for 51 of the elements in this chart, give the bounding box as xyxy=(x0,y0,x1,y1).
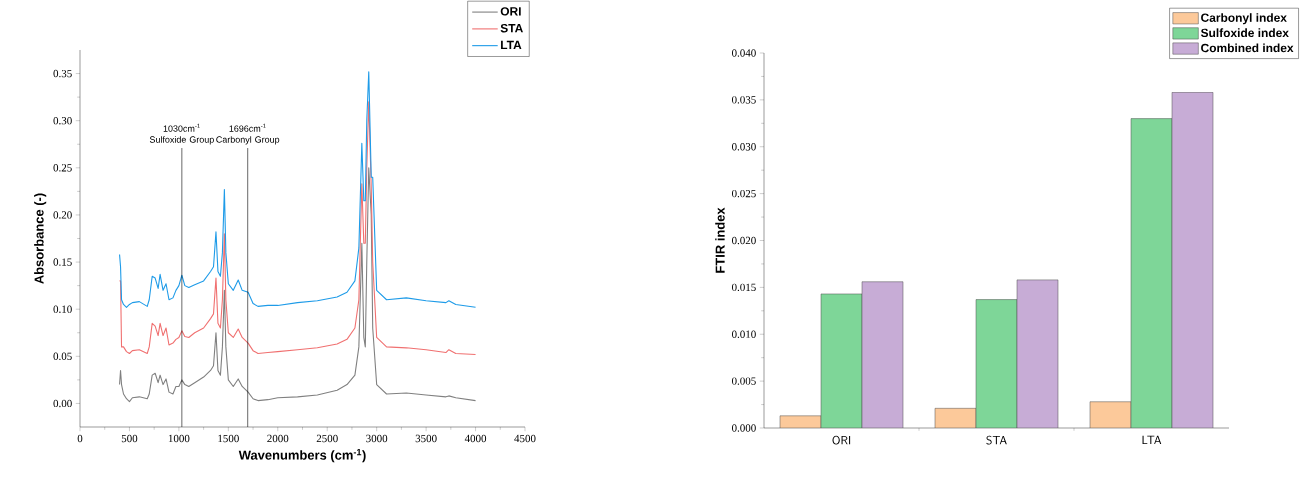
x-tick-label: 0 xyxy=(77,434,83,443)
legend-label: LTA xyxy=(501,40,522,50)
x-tick-label: 1000 xyxy=(168,434,190,443)
bar xyxy=(1089,401,1132,428)
y-tick-label: 0.10 xyxy=(53,305,72,313)
text: 1030cm$^{-1}$ Sulfoxide Group xyxy=(149,123,214,145)
y-axis-title: FTIR index xyxy=(715,207,725,273)
bar xyxy=(820,293,863,428)
x-tick-label: 3500 xyxy=(415,434,437,443)
y-tick-label: 0.000 xyxy=(732,424,756,432)
y-tick-label: 0.25 xyxy=(53,164,72,172)
x-tick-label: LTA xyxy=(1142,435,1162,445)
x-tick-label: STA xyxy=(986,435,1007,445)
legend-label: Combined index xyxy=(1201,43,1294,53)
y-tick-label: 0.05 xyxy=(53,352,72,361)
y-tick-label: 0.15 xyxy=(53,258,72,266)
bar xyxy=(1171,92,1214,428)
x-tick-label: 2500 xyxy=(316,434,338,443)
legend-label: STA xyxy=(500,23,523,33)
y-tick-label: 0.35 xyxy=(53,69,72,78)
y-tick-label: 0.010 xyxy=(732,330,756,338)
x-tick-label: ORI xyxy=(832,435,851,445)
y-tick-label: 0.015 xyxy=(732,283,756,292)
y-tick-label: 0.00 xyxy=(53,399,72,408)
line-series xyxy=(119,167,477,403)
x-tick-label: 2000 xyxy=(267,434,289,443)
x-tick-label: 500 xyxy=(121,434,138,443)
y-tick-label: 0.005 xyxy=(732,377,756,385)
bar xyxy=(1130,118,1173,428)
x-tick-label: 3000 xyxy=(366,434,388,443)
line-series xyxy=(119,71,477,308)
bar xyxy=(1016,279,1059,428)
legend-label: Carbonyl index xyxy=(1201,13,1287,25)
y-tick-label: 0.30 xyxy=(53,116,72,125)
y-tick-label: 0.035 xyxy=(732,96,756,104)
y-tick-label: 0.040 xyxy=(732,49,756,57)
x-tick-label: 1500 xyxy=(218,434,239,443)
y-tick-label: 0.025 xyxy=(732,189,756,198)
legend-label: ORI xyxy=(500,7,521,16)
y-tick-label: 0.20 xyxy=(53,211,72,219)
x-tick-label: 4000 xyxy=(464,434,487,443)
line-series xyxy=(119,101,477,355)
x-axis-title: Wavenumbers (cm$^{-1}$) xyxy=(238,449,366,463)
y-tick-label: 0.020 xyxy=(732,236,756,245)
y-tick-label: 0.030 xyxy=(732,143,756,151)
bar xyxy=(861,281,904,428)
x-tick-label: 4500 xyxy=(514,434,536,443)
legend-label: Sulfoxide index xyxy=(1200,28,1289,38)
text: 1696cm$^{-1}$ Carbonyl Group xyxy=(216,123,280,145)
y-axis-title: Absorbance (-) xyxy=(34,193,47,284)
bar xyxy=(975,299,1018,428)
